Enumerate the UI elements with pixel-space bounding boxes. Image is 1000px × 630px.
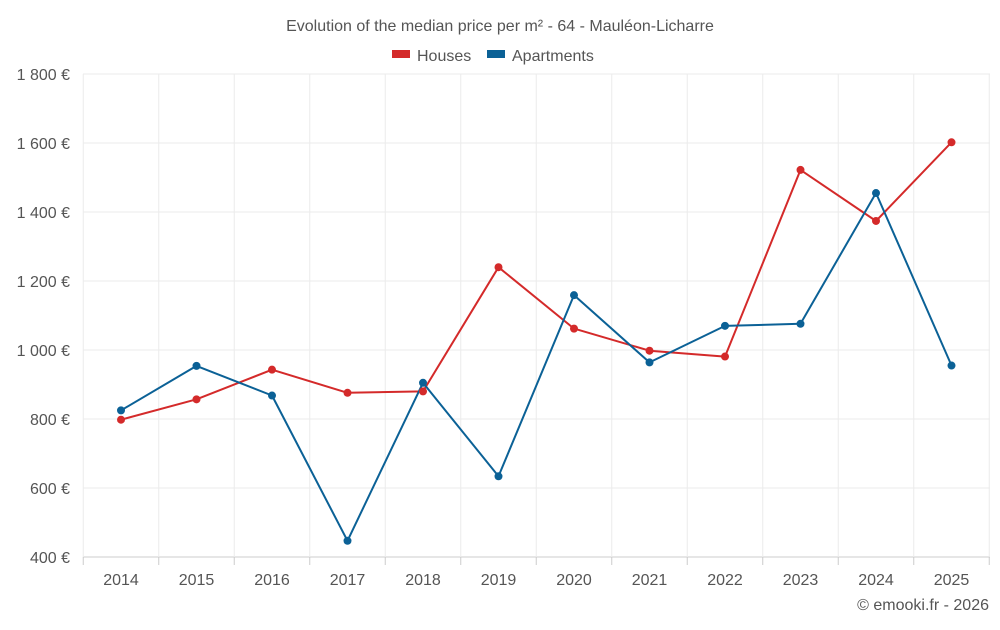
credit-text: © emooki.fr - 2026 <box>857 597 989 614</box>
legend-label-houses: Houses <box>417 48 471 65</box>
legend: Houses Apartments <box>392 48 594 65</box>
series-line-houses <box>120 141 953 421</box>
x-tick-label: 2018 <box>405 572 441 589</box>
y-tick-label: 1 400 € <box>17 205 70 222</box>
y-tick-label: 600 € <box>30 481 70 498</box>
data-point-houses[interactable] <box>343 388 352 397</box>
grid <box>82 73 990 565</box>
data-point-apartments[interactable] <box>645 358 654 367</box>
data-point-apartments[interactable] <box>268 391 276 400</box>
data-point-apartments[interactable] <box>494 472 503 481</box>
data-point-houses[interactable] <box>947 138 956 147</box>
data-point-houses[interactable] <box>419 387 427 396</box>
y-tick-label: 1 200 € <box>17 274 70 291</box>
series-line-apartments <box>120 192 953 542</box>
legend-swatch-houses <box>392 50 410 58</box>
data-point-houses[interactable] <box>117 415 125 424</box>
series-lines <box>120 141 953 542</box>
data-point-apartments[interactable] <box>796 319 805 328</box>
x-tick-label: 2019 <box>481 572 517 589</box>
chart-title: Evolution of the median price per m² - 6… <box>286 18 714 35</box>
data-point-apartments[interactable] <box>872 189 880 198</box>
x-tick-label: 2024 <box>858 572 894 589</box>
data-point-apartments[interactable] <box>419 378 427 387</box>
legend-item-apartments[interactable]: Apartments <box>487 48 594 65</box>
data-point-houses[interactable] <box>721 352 729 361</box>
data-point-apartments[interactable] <box>343 536 352 545</box>
data-point-apartments[interactable] <box>721 321 729 330</box>
y-tick-label: 400 € <box>30 550 70 567</box>
x-tick-label: 2014 <box>103 572 139 589</box>
x-tick-label: 2025 <box>934 572 970 589</box>
x-tick-label: 2022 <box>707 572 743 589</box>
x-axis: 2014 2015 2016 2017 2018 2019 2020 2021 2022 2023… <box>103 572 969 589</box>
data-point-houses[interactable] <box>796 165 805 174</box>
y-tick-label: 1 000 € <box>17 343 70 360</box>
legend-label-apartments: Apartments <box>512 48 594 65</box>
y-tick-label: 1 800 € <box>17 67 70 84</box>
x-tick-label: 2015 <box>179 572 215 589</box>
y-axis: 400 € 600 € 800 € 1 000 € 1 200 € 1 400 € 1 60… <box>17 67 70 567</box>
x-tick-label: 2021 <box>632 572 668 589</box>
data-point-houses[interactable] <box>872 216 880 225</box>
data-point-apartments[interactable] <box>947 361 956 370</box>
data-point-houses[interactable] <box>645 346 654 355</box>
data-point-houses[interactable] <box>192 395 201 404</box>
data-point-apartments[interactable] <box>570 291 578 300</box>
x-tick-label: 2016 <box>254 572 290 589</box>
data-point-houses[interactable] <box>494 263 503 272</box>
y-tick-label: 1 600 € <box>17 136 70 153</box>
x-tick-label: 2017 <box>330 572 366 589</box>
data-point-houses[interactable] <box>268 365 276 374</box>
y-tick-label: 800 € <box>30 412 70 429</box>
legend-item-houses[interactable]: Houses <box>392 48 471 65</box>
data-point-apartments[interactable] <box>192 361 201 370</box>
x-tick-label: 2020 <box>556 572 592 589</box>
series-points <box>117 138 956 545</box>
data-point-apartments[interactable] <box>117 406 125 415</box>
data-point-houses[interactable] <box>570 324 578 333</box>
x-tick-label: 2023 <box>783 572 819 589</box>
legend-swatch-apartments <box>487 50 505 58</box>
